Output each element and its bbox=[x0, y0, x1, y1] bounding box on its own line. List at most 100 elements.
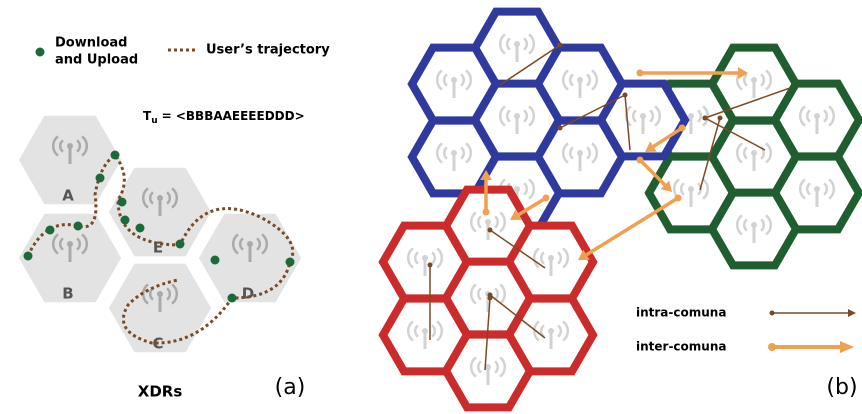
intra-start bbox=[427, 262, 433, 268]
antenna-wave bbox=[591, 142, 599, 164]
intra-start bbox=[487, 227, 493, 233]
antenna-wave bbox=[823, 182, 829, 196]
antenna-wave bbox=[539, 251, 545, 265]
event-dot bbox=[120, 215, 130, 225]
antenna-wave bbox=[805, 182, 811, 196]
antenna-head bbox=[688, 113, 694, 119]
trajectory bbox=[26, 152, 295, 345]
antenna-wave bbox=[58, 139, 64, 153]
antenna-wave bbox=[702, 105, 710, 127]
antenna-wave bbox=[494, 215, 500, 229]
inter-head bbox=[578, 249, 590, 260]
antenna-wave bbox=[148, 191, 154, 205]
event-dot bbox=[95, 173, 105, 183]
inter-head bbox=[510, 209, 522, 220]
antenna-wave bbox=[591, 69, 599, 91]
antenna-wave bbox=[649, 109, 655, 123]
intra-move bbox=[489, 229, 546, 269]
antenna-wave bbox=[499, 356, 507, 378]
antenna-wave bbox=[238, 237, 244, 251]
intra-move bbox=[704, 87, 791, 119]
antenna-icon bbox=[406, 247, 444, 276]
event-dot bbox=[110, 150, 120, 160]
antenna-head bbox=[514, 41, 520, 47]
antenna-wave bbox=[460, 146, 466, 160]
antenna-wave bbox=[166, 191, 172, 205]
antenna-wave bbox=[469, 356, 477, 378]
antenna-wave bbox=[557, 251, 563, 265]
event-dot bbox=[73, 221, 83, 231]
antenna-wave bbox=[765, 69, 773, 91]
antenna-wave bbox=[431, 251, 437, 265]
antenna-wave bbox=[735, 214, 743, 236]
intra-move bbox=[559, 94, 626, 129]
legend-inter-head bbox=[840, 341, 854, 353]
antenna-wave bbox=[586, 146, 592, 160]
antenna-wave bbox=[523, 182, 529, 196]
antenna-wave bbox=[171, 283, 179, 305]
antenna-head bbox=[67, 143, 73, 149]
antenna-head bbox=[751, 222, 757, 228]
antenna-wave bbox=[51, 233, 59, 255]
antenna-wave bbox=[798, 105, 806, 127]
intra-start bbox=[487, 295, 493, 301]
event-dot bbox=[210, 255, 220, 265]
event-dot bbox=[227, 293, 237, 303]
antenna-wave bbox=[261, 233, 269, 255]
antenna-wave bbox=[498, 105, 506, 127]
antenna-wave bbox=[171, 187, 179, 209]
antenna-wave bbox=[498, 33, 506, 55]
antenna-wave bbox=[413, 251, 419, 265]
legend-inter: inter-comuna bbox=[636, 340, 726, 354]
inter-start bbox=[636, 156, 644, 164]
antenna-wave bbox=[805, 109, 811, 123]
antenna-head bbox=[514, 186, 520, 192]
antenna-wave bbox=[436, 320, 444, 342]
antenna-wave bbox=[166, 287, 172, 301]
antenna-wave bbox=[765, 214, 773, 236]
inter-start bbox=[674, 194, 682, 202]
legend-inter-dot bbox=[768, 343, 776, 351]
antenna-wave bbox=[568, 73, 574, 87]
antenna-wave bbox=[256, 237, 262, 251]
antenna-wave bbox=[760, 73, 766, 87]
antenna-head bbox=[485, 219, 491, 225]
inter-head bbox=[660, 180, 672, 192]
antenna-wave bbox=[823, 109, 829, 123]
antenna-wave bbox=[532, 247, 540, 269]
antenna-wave bbox=[568, 146, 574, 160]
intra-move bbox=[624, 94, 631, 151]
intra-start bbox=[622, 92, 628, 98]
antenna-wave bbox=[435, 69, 443, 91]
inter-move bbox=[585, 196, 679, 257]
intra-start bbox=[557, 125, 563, 131]
antenna-wave bbox=[499, 211, 507, 233]
cell-label: D bbox=[242, 285, 254, 303]
antenna-icon bbox=[231, 233, 269, 262]
intra-start bbox=[717, 115, 723, 121]
event-dot bbox=[135, 223, 145, 233]
antenna-wave bbox=[476, 215, 482, 229]
antenna-wave bbox=[81, 135, 89, 157]
inter-head bbox=[480, 170, 492, 180]
caption: XDRs bbox=[138, 383, 183, 401]
antenna-head bbox=[814, 113, 820, 119]
antenna-wave bbox=[735, 142, 743, 164]
intra-move bbox=[484, 297, 491, 371]
inter-move bbox=[517, 196, 547, 217]
antenna-icon bbox=[406, 320, 444, 349]
antenna-head bbox=[814, 186, 820, 192]
antenna-head bbox=[751, 150, 757, 156]
cell-label: B bbox=[62, 285, 73, 303]
antenna-icon bbox=[469, 356, 507, 385]
antenna-icon bbox=[469, 283, 507, 312]
antenna-wave bbox=[562, 320, 570, 342]
intra-start bbox=[702, 115, 708, 121]
antenna-wave bbox=[523, 109, 529, 123]
antenna-icon bbox=[435, 142, 473, 171]
antenna-icon bbox=[141, 187, 179, 216]
antenna-wave bbox=[828, 178, 836, 200]
inter-move bbox=[638, 158, 667, 187]
antenna-wave bbox=[460, 73, 466, 87]
antenna-wave bbox=[528, 33, 536, 55]
